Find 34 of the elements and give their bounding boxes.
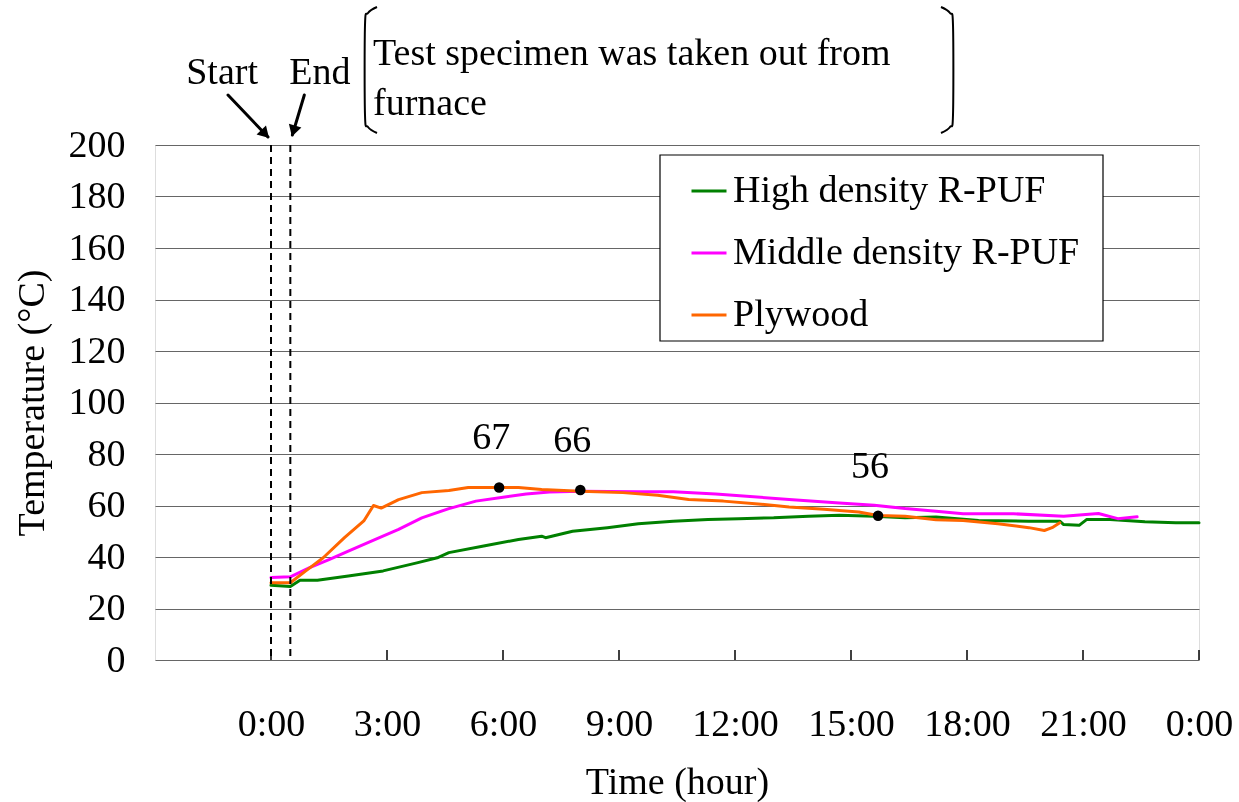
y-tick-label: 180 <box>68 174 126 216</box>
x-tick-label: 18:00 <box>924 701 1011 744</box>
y-tick-label: 80 <box>87 431 126 474</box>
y-tick-label: 160 <box>68 225 126 268</box>
legend-label: Plywood <box>733 292 869 334</box>
x-tick-label: 0:00 <box>237 701 306 744</box>
y-tick-label: 0 <box>106 637 126 680</box>
y-axis-title: Temperature (°C) <box>9 269 53 537</box>
data-label: 56 <box>851 443 890 486</box>
ref-line-label: Start <box>186 50 259 92</box>
data-label: 66 <box>553 418 592 461</box>
legend-label: High density R-PUF <box>733 168 1046 210</box>
x-tick-label: 12:00 <box>692 701 779 744</box>
y-tick-label: 120 <box>68 328 126 371</box>
point <box>493 482 505 493</box>
point <box>575 484 586 496</box>
x-tick-label: 3:00 <box>353 701 422 744</box>
ref-line-label: End <box>289 50 351 92</box>
x-tick-label: 9:00 <box>585 701 654 744</box>
y-tick-label: 60 <box>87 483 126 525</box>
x-axis-title: Time (hour) <box>585 759 770 802</box>
y-tick-label: 20 <box>87 586 126 628</box>
x-tick-label: 0:00 <box>1165 701 1234 744</box>
legend-label: Middle density R-PUF <box>733 230 1080 272</box>
data-label: 67 <box>472 415 511 458</box>
x-tick-label: 15:00 <box>808 701 895 744</box>
y-tick-label: 40 <box>87 534 126 577</box>
x-tick-label: 6:00 <box>469 701 538 744</box>
y-tick-label: 100 <box>68 380 126 422</box>
y-tick-label: 140 <box>68 277 126 319</box>
y-tick-label: 200 <box>68 122 126 165</box>
text: Test specimen was taken out from furnace <box>373 31 891 123</box>
point <box>872 510 884 522</box>
x-tick-label: 21:00 <box>1040 701 1127 744</box>
